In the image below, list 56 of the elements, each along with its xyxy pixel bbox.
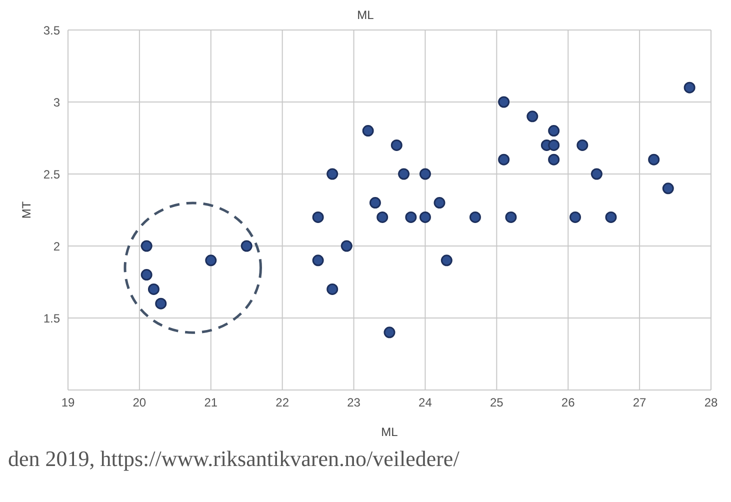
point <box>434 197 446 209</box>
point <box>326 168 338 180</box>
x-tick-label: 21 <box>204 396 218 410</box>
x-tick-label: 23 <box>347 396 361 410</box>
point <box>155 298 167 310</box>
point <box>576 139 588 151</box>
point <box>590 168 602 180</box>
y-tick-label: 3.5 <box>43 23 60 38</box>
point <box>605 211 617 223</box>
y-tick-label: 1.5 <box>43 311 60 326</box>
point <box>548 139 560 151</box>
point <box>419 211 431 223</box>
point <box>526 110 538 122</box>
point <box>648 154 660 166</box>
point <box>398 168 410 180</box>
point <box>419 168 431 180</box>
x-tick-label: 26 <box>561 396 576 410</box>
x-tick-label: 27 <box>632 396 647 410</box>
point <box>140 240 152 252</box>
point <box>548 125 560 137</box>
point <box>326 283 338 295</box>
point <box>498 96 510 108</box>
x-tick-label: 20 <box>132 396 146 410</box>
point <box>505 211 517 223</box>
point <box>405 211 417 223</box>
text: den 2019, https://www.riksantikvaren.no/veiledere/ <box>8 446 460 472</box>
point <box>662 182 674 194</box>
point <box>469 211 481 223</box>
x-tick-label: 25 <box>490 396 504 410</box>
point <box>312 211 324 223</box>
y-tick-label: 2.5 <box>43 167 60 182</box>
point <box>390 139 402 151</box>
x-tick-label: 22 <box>276 396 290 410</box>
point <box>205 254 217 266</box>
x-tick-label: 28 <box>704 396 718 410</box>
chart-title: ML <box>356 8 375 24</box>
point <box>312 254 324 266</box>
point <box>340 240 352 252</box>
point <box>548 154 560 166</box>
point <box>498 154 510 166</box>
point <box>148 283 160 295</box>
y-tick-label: 2 <box>53 239 60 254</box>
point <box>684 82 696 94</box>
point <box>140 269 152 281</box>
point <box>570 211 582 223</box>
point <box>369 197 381 209</box>
y-tick-label: 3 <box>53 95 60 110</box>
point <box>384 326 396 338</box>
x-tick-label: 24 <box>418 396 432 410</box>
y-axis-title: MT <box>19 200 34 219</box>
x-tick-label: 19 <box>61 396 75 410</box>
point <box>362 125 374 137</box>
point <box>240 240 252 252</box>
x-axis-title: ML <box>381 425 398 439</box>
point <box>440 254 452 266</box>
point <box>376 211 388 223</box>
